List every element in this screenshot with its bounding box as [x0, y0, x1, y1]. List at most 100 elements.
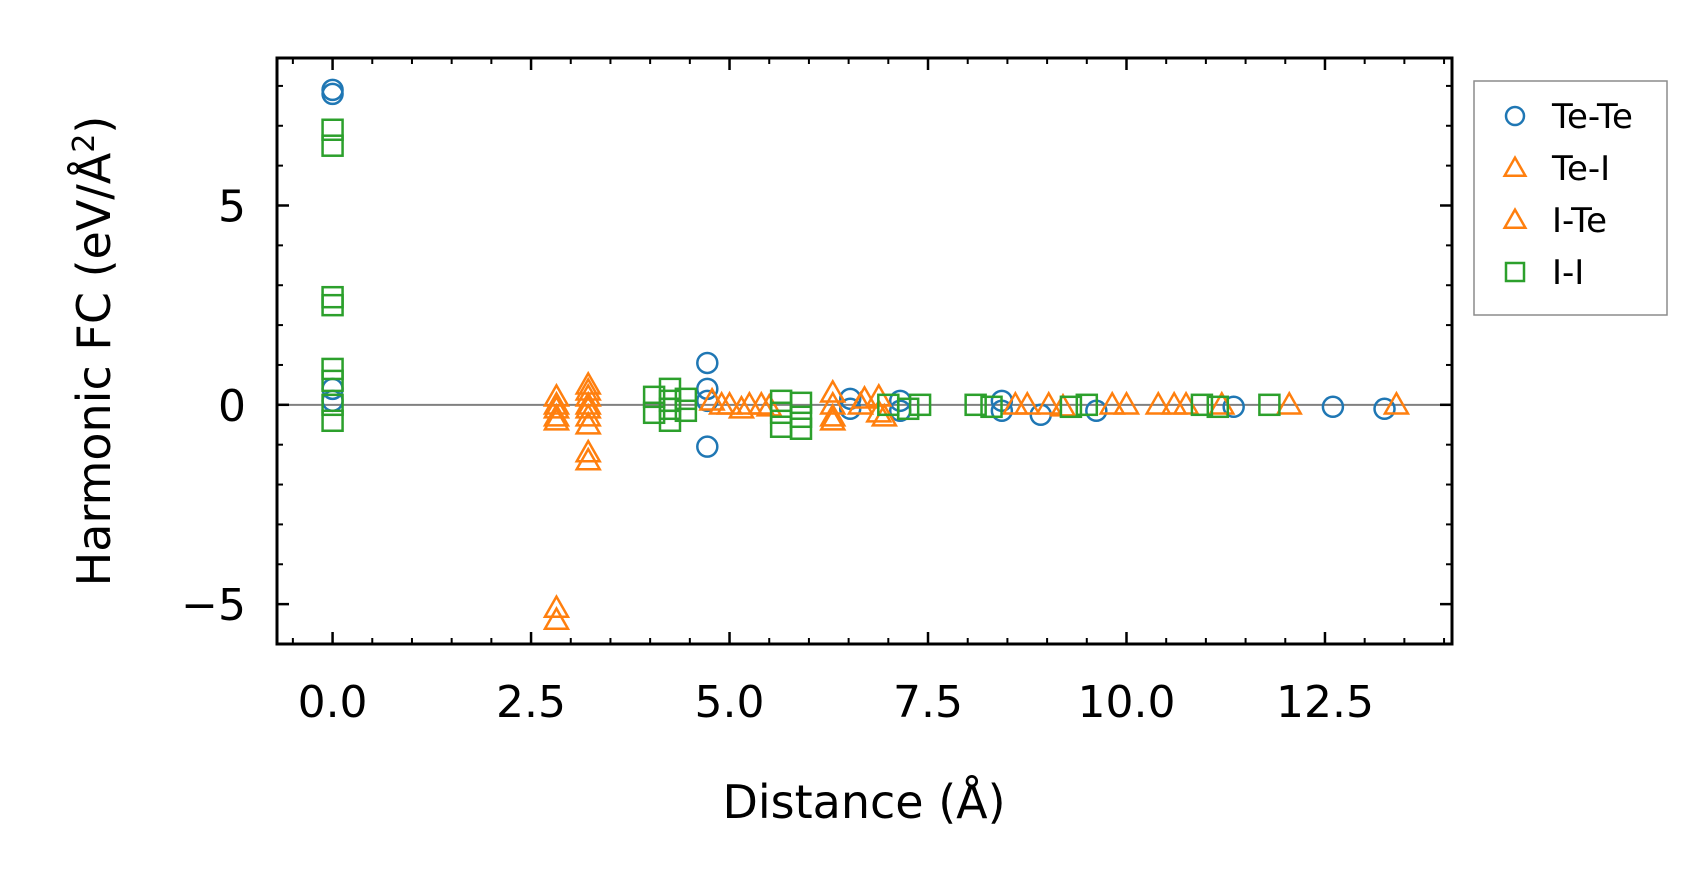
point-i-te-8 — [727, 394, 756, 419]
x-tick-label-3: 7.5 — [893, 677, 963, 728]
point-i-i-18 — [769, 415, 793, 438]
point-i-i-31 — [1258, 393, 1281, 417]
x-tick-label-1: 2.5 — [496, 677, 566, 728]
legend-marker-i-te — [1502, 207, 1528, 230]
point-te-te-4 — [696, 351, 719, 375]
point-i-i-26 — [980, 395, 1003, 419]
point-i-i-9 — [642, 401, 666, 425]
y-axis-title-end: ) — [67, 116, 121, 134]
ticks-layer — [277, 58, 1452, 645]
point-te-te-1 — [321, 82, 344, 106]
legend-marker-te-i — [1502, 155, 1528, 178]
point-te-i-3 — [542, 594, 571, 618]
point-i-i-23 — [896, 397, 920, 421]
point-te-i-13 — [819, 378, 847, 403]
x-tick-label-4: 10.0 — [1078, 677, 1176, 728]
x-tick-label-5: 12.5 — [1276, 677, 1374, 728]
legend-marker-te-te — [1504, 105, 1526, 127]
point-te-i-12 — [755, 392, 783, 417]
point-i-te-6 — [574, 446, 602, 471]
point-i-i-5 — [321, 369, 344, 393]
point-i-i-27 — [1059, 395, 1083, 419]
series-i-i — [321, 118, 1281, 440]
point-i-te-15 — [1112, 390, 1141, 415]
point-te-i-18 — [865, 398, 893, 423]
point-i-te-3 — [574, 376, 602, 401]
point-i-te-2 — [542, 606, 571, 630]
point-i-i-21 — [789, 417, 813, 440]
point-te-te-18 — [1373, 397, 1396, 421]
legend-label-te-i: Te-I — [1551, 149, 1610, 189]
point-te-i-14 — [819, 390, 847, 415]
y-axis-title-main: Harmonic FC (eV/Å — [67, 152, 121, 586]
point-te-i-23 — [1172, 390, 1200, 415]
point-i-i-24 — [908, 393, 932, 417]
point-i-i-20 — [789, 405, 813, 429]
point-i-te-13 — [1001, 390, 1029, 415]
y-axis-title-superscript: 2 — [67, 134, 102, 153]
point-i-i-3 — [321, 293, 344, 317]
point-te-i-20 — [1035, 390, 1063, 415]
point-te-i-1 — [542, 394, 571, 419]
point-i-i-28 — [1075, 393, 1099, 417]
point-te-i-8 — [574, 438, 602, 463]
point-te-i-22 — [1144, 390, 1172, 415]
point-te-te-8 — [838, 387, 862, 411]
point-te-i-6 — [574, 394, 602, 419]
series-i-te — [542, 376, 1236, 630]
point-i-i-8 — [642, 385, 666, 409]
legend-label-i-te: I-Te — [1552, 201, 1607, 241]
y-tick-label-0: −5 — [181, 580, 246, 631]
point-i-te-14 — [1049, 392, 1077, 417]
point-i-i-4 — [321, 357, 344, 381]
point-te-i-19 — [1013, 390, 1041, 415]
legend-item-te-i: Te-I — [1502, 149, 1610, 189]
point-te-i-25 — [1382, 390, 1411, 415]
legend-label-i-i: I-I — [1552, 253, 1584, 293]
point-i-i-6 — [321, 393, 344, 417]
data-points-layer — [321, 78, 1411, 630]
point-te-i-15 — [819, 402, 847, 427]
point-te-te-7 — [696, 435, 719, 458]
point-i-i-16 — [769, 389, 793, 413]
y-tick-label-2: 5 — [218, 181, 246, 232]
point-i-te-7 — [707, 390, 736, 415]
legend-label-te-te: Te-Te — [1551, 97, 1633, 137]
point-i-te-16 — [1160, 390, 1188, 415]
y-axis-title: Harmonic FC (eV/Å2) — [67, 116, 121, 587]
x-axis-title: Distance (Å) — [722, 775, 1005, 829]
x-tick-label-0: 0.0 — [298, 677, 368, 728]
legend-item-te-te: Te-Te — [1504, 97, 1633, 137]
point-i-i-1 — [321, 134, 344, 157]
point-i-te-9 — [747, 390, 775, 415]
legend-item-i-i: I-I — [1504, 253, 1584, 293]
plot-area-frame — [275, 56, 1454, 646]
point-te-te-16 — [1222, 395, 1245, 419]
legend-entries: Te-Te Te-I I-Te I-I — [1502, 97, 1633, 293]
x-tick-label-2: 5.0 — [695, 677, 765, 728]
legend-item-i-te: I-Te — [1502, 201, 1607, 241]
point-i-i-15 — [674, 399, 698, 423]
point-i-i-30 — [1206, 395, 1230, 419]
point-i-i-7 — [321, 409, 344, 433]
point-i-te-1 — [542, 402, 571, 427]
legend-marker-i-i — [1504, 261, 1526, 283]
tick-labels-layer: 0.0 2.5 5.0 7.5 10.0 12.5 −5 0 5 — [181, 181, 1374, 728]
point-i-i-25 — [964, 393, 987, 417]
point-i-i-14 — [674, 387, 698, 411]
legend: Te-Te Te-I I-Te I-I — [1473, 80, 1668, 316]
point-i-te-0 — [542, 390, 571, 415]
point-i-i-19 — [789, 391, 813, 415]
point-i-te-10 — [819, 406, 847, 431]
point-te-i-2 — [542, 406, 571, 431]
point-te-te-17 — [1321, 395, 1345, 419]
point-te-i-7 — [574, 410, 602, 435]
point-i-te-5 — [574, 402, 602, 427]
y-tick-label-1: 0 — [218, 381, 246, 432]
point-i-te-4 — [574, 390, 602, 415]
point-i-i-0 — [321, 118, 344, 142]
point-i-i-29 — [1190, 393, 1214, 417]
point-te-i-24 — [1275, 390, 1303, 415]
point-i-te-11 — [850, 384, 879, 409]
